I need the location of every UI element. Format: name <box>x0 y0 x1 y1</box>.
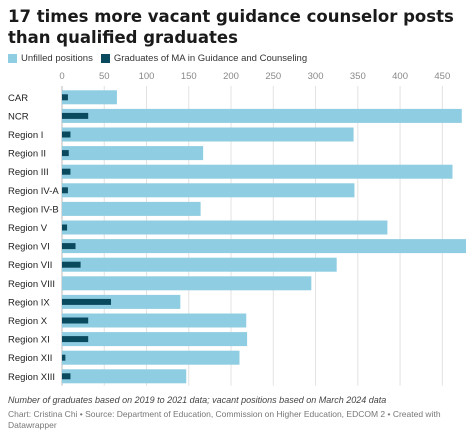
x-tick-label-350: 350 <box>350 71 366 82</box>
x-tick-label-50: 50 <box>99 71 110 82</box>
category-label-ncr: NCR <box>8 111 29 122</box>
bar-unfilled-region-xii <box>62 350 240 365</box>
legend-item-unfilled: Unfilled positions <box>8 53 93 64</box>
bar-chart: 0 50 100 150 200 250 300 350 400 450 CAR NCR Region… <box>8 71 466 386</box>
category-labels: CAR NCR Region I Region II Region III Region … <box>8 93 59 383</box>
x-axis-ticks: 0 50 100 150 200 250 300 350 400 450 <box>59 71 450 82</box>
source-credit: Chart: Cristina Chi • Source: Department… <box>8 409 441 430</box>
bar-graduates-ncr <box>62 112 89 119</box>
bar-unfilled-region-iv-b <box>62 201 201 216</box>
legend-swatch-graduates <box>100 54 110 63</box>
x-tick-label-450: 450 <box>434 71 450 82</box>
bar-unfilled-ncr <box>62 108 462 123</box>
bar-graduates-region-iii <box>62 168 71 175</box>
category-label-region-iv-b: Region IV-B <box>8 204 59 215</box>
category-label-region-iv-a: Region IV-A <box>8 186 59 197</box>
legend-swatch-unfilled <box>8 54 17 63</box>
bar-unfilled-region-iii <box>62 164 453 179</box>
category-label-region-i: Region I <box>8 130 43 141</box>
bar-unfilled-car <box>62 90 117 105</box>
bar-unfilled-region-xiii <box>62 369 187 384</box>
bar-graduates-car <box>62 94 68 101</box>
category-label-region-v: Region V <box>8 223 48 234</box>
category-label-region-ii: Region II <box>8 149 46 160</box>
bar-graduates-region-iv-a <box>62 187 68 194</box>
category-label-region-xiii: Region XIII <box>8 372 55 383</box>
bar-unfilled-region-vi <box>62 239 466 254</box>
x-tick-label-0: 0 <box>59 71 64 82</box>
x-tick-label-150: 150 <box>181 71 197 82</box>
bar-graduates-region-ix <box>62 298 112 305</box>
bar-graduates-region-ii <box>62 150 69 157</box>
bar-graduates-region-xiii <box>62 373 71 380</box>
bar-unfilled-region-vii <box>62 257 337 272</box>
bar-graduates-region-x <box>62 317 89 324</box>
x-tick-label-400: 400 <box>392 71 408 82</box>
bar-unfilled-region-ix <box>62 294 181 309</box>
chart-title: 17 times more vacant guidance counselor … <box>8 7 454 47</box>
bar-graduates-region-v <box>62 224 68 231</box>
x-tick-label-100: 100 <box>139 71 155 82</box>
bar-unfilled-region-iv-a <box>62 183 355 198</box>
x-tick-label-250: 250 <box>265 71 281 82</box>
bar-unfilled-region-x <box>62 313 247 328</box>
category-label-region-vii: Region VII <box>8 260 52 271</box>
bar-unfilled-region-xi <box>62 332 248 347</box>
x-tick-label-200: 200 <box>223 71 239 82</box>
category-label-region-xi: Region XI <box>8 335 50 346</box>
category-label-car: CAR <box>8 93 28 104</box>
bar-graduates-region-xii <box>62 354 66 361</box>
bar-graduates-region-vi <box>62 243 76 250</box>
footnote: Number of graduates based on 2019 to 202… <box>8 395 387 405</box>
bar-unfilled-region-v <box>62 220 388 235</box>
category-label-region-viii: Region VIII <box>8 279 55 290</box>
bar-unfilled-region-i <box>62 127 354 142</box>
category-label-region-vi: Region VI <box>8 242 50 253</box>
bar-graduates-region-vii <box>62 261 81 268</box>
bar-unfilled-region-viii <box>62 276 312 291</box>
bar-unfilled-region-ii <box>62 146 204 161</box>
bar-graduates-region-xi <box>62 336 89 343</box>
bar-graduates-region-i <box>62 131 71 138</box>
legend-label-unfilled: Unfilled positions <box>21 53 93 64</box>
legend-label-graduates: Graduates of MA in Guidance and Counseli… <box>113 53 308 64</box>
x-tick-label-300: 300 <box>308 71 324 82</box>
legend: Unfilled positions Graduates of MA in Gu… <box>8 53 315 64</box>
legend-item-graduates: Graduates of MA in Guidance and Counseli… <box>100 53 308 64</box>
category-label-region-ix: Region IX <box>8 297 50 308</box>
bars <box>62 90 466 384</box>
category-label-region-xii: Region XII <box>8 353 52 364</box>
category-label-region-iii: Region III <box>8 167 49 178</box>
category-label-region-x: Region X <box>8 316 48 327</box>
